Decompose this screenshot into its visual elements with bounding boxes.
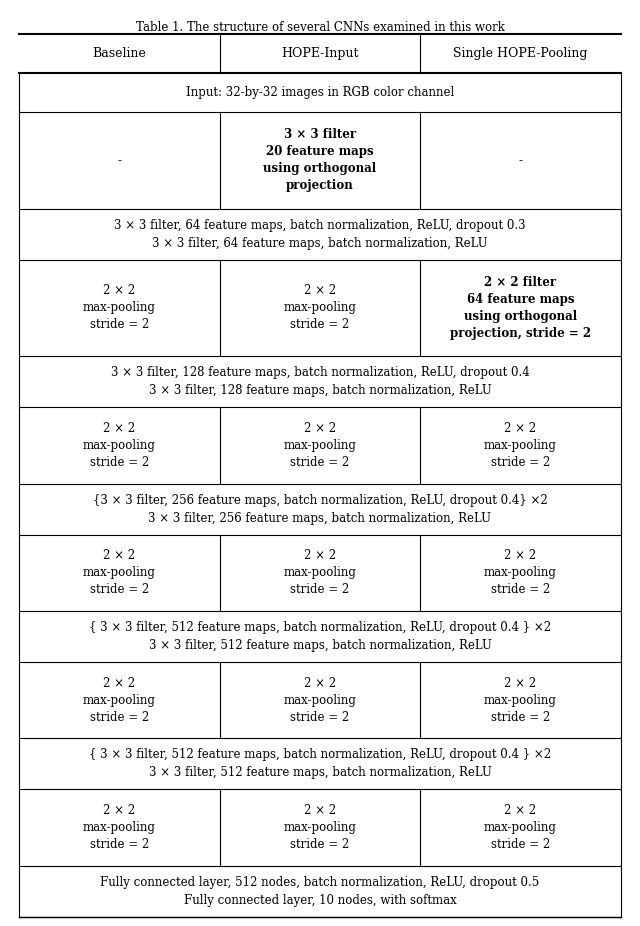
Text: 3 × 3 filter, 128 feature maps, batch normalization, ReLU, dropout 0.4
3 × 3 fil: 3 × 3 filter, 128 feature maps, batch no… [111,367,529,397]
Text: 2 × 2
max-pooling
stride = 2: 2 × 2 max-pooling stride = 2 [83,284,156,332]
Text: Fully connected layer, 512 nodes, batch normalization, ReLU, dropout 0.5
Fully c: Fully connected layer, 512 nodes, batch … [100,876,540,907]
Text: 3 × 3 filter, 64 feature maps, batch normalization, ReLU, dropout 0.3
3 × 3 filt: 3 × 3 filter, 64 feature maps, batch nor… [114,219,526,250]
Text: 3 × 3 filter
20 feature maps
using orthogonal
projection: 3 × 3 filter 20 feature maps using ortho… [264,129,376,193]
Text: 2 × 2
max-pooling
stride = 2: 2 × 2 max-pooling stride = 2 [284,804,356,851]
Text: 2 × 2 filter
64 feature maps
using orthogonal
projection, stride = 2: 2 × 2 filter 64 feature maps using ortho… [450,276,591,340]
Text: 2 × 2
max-pooling
stride = 2: 2 × 2 max-pooling stride = 2 [83,549,156,596]
Text: 2 × 2
max-pooling
stride = 2: 2 × 2 max-pooling stride = 2 [83,677,156,724]
Text: Single HOPE-Pooling: Single HOPE-Pooling [453,47,588,60]
Text: Baseline: Baseline [93,47,147,60]
Text: 2 × 2
max-pooling
stride = 2: 2 × 2 max-pooling stride = 2 [284,549,356,596]
Text: Input: 32-by-32 images in RGB color channel: Input: 32-by-32 images in RGB color chan… [186,86,454,99]
Text: 2 × 2
max-pooling
stride = 2: 2 × 2 max-pooling stride = 2 [284,284,356,332]
Text: 2 × 2
max-pooling
stride = 2: 2 × 2 max-pooling stride = 2 [284,677,356,724]
Text: 2 × 2
max-pooling
stride = 2: 2 × 2 max-pooling stride = 2 [83,422,156,469]
Text: HOPE-Input: HOPE-Input [281,47,359,60]
Text: Table 1. The structure of several CNNs examined in this work: Table 1. The structure of several CNNs e… [136,21,504,34]
Text: 2 × 2
max-pooling
stride = 2: 2 × 2 max-pooling stride = 2 [484,804,557,851]
Text: 2 × 2
max-pooling
stride = 2: 2 × 2 max-pooling stride = 2 [484,677,557,724]
Text: {3 × 3 filter, 256 feature maps, batch normalization, ReLU, dropout 0.4} ×2
3 × : {3 × 3 filter, 256 feature maps, batch n… [93,494,547,525]
Text: -: - [518,154,522,167]
Text: { 3 × 3 filter, 512 feature maps, batch normalization, ReLU, dropout 0.4 } ×2
3 : { 3 × 3 filter, 512 feature maps, batch … [89,621,551,652]
Text: { 3 × 3 filter, 512 feature maps, batch normalization, ReLU, dropout 0.4 } ×2
3 : { 3 × 3 filter, 512 feature maps, batch … [89,748,551,780]
Text: 2 × 2
max-pooling
stride = 2: 2 × 2 max-pooling stride = 2 [484,549,557,596]
Text: 2 × 2
max-pooling
stride = 2: 2 × 2 max-pooling stride = 2 [484,422,557,469]
Text: 2 × 2
max-pooling
stride = 2: 2 × 2 max-pooling stride = 2 [284,422,356,469]
Text: 2 × 2
max-pooling
stride = 2: 2 × 2 max-pooling stride = 2 [83,804,156,851]
Text: -: - [118,154,122,167]
